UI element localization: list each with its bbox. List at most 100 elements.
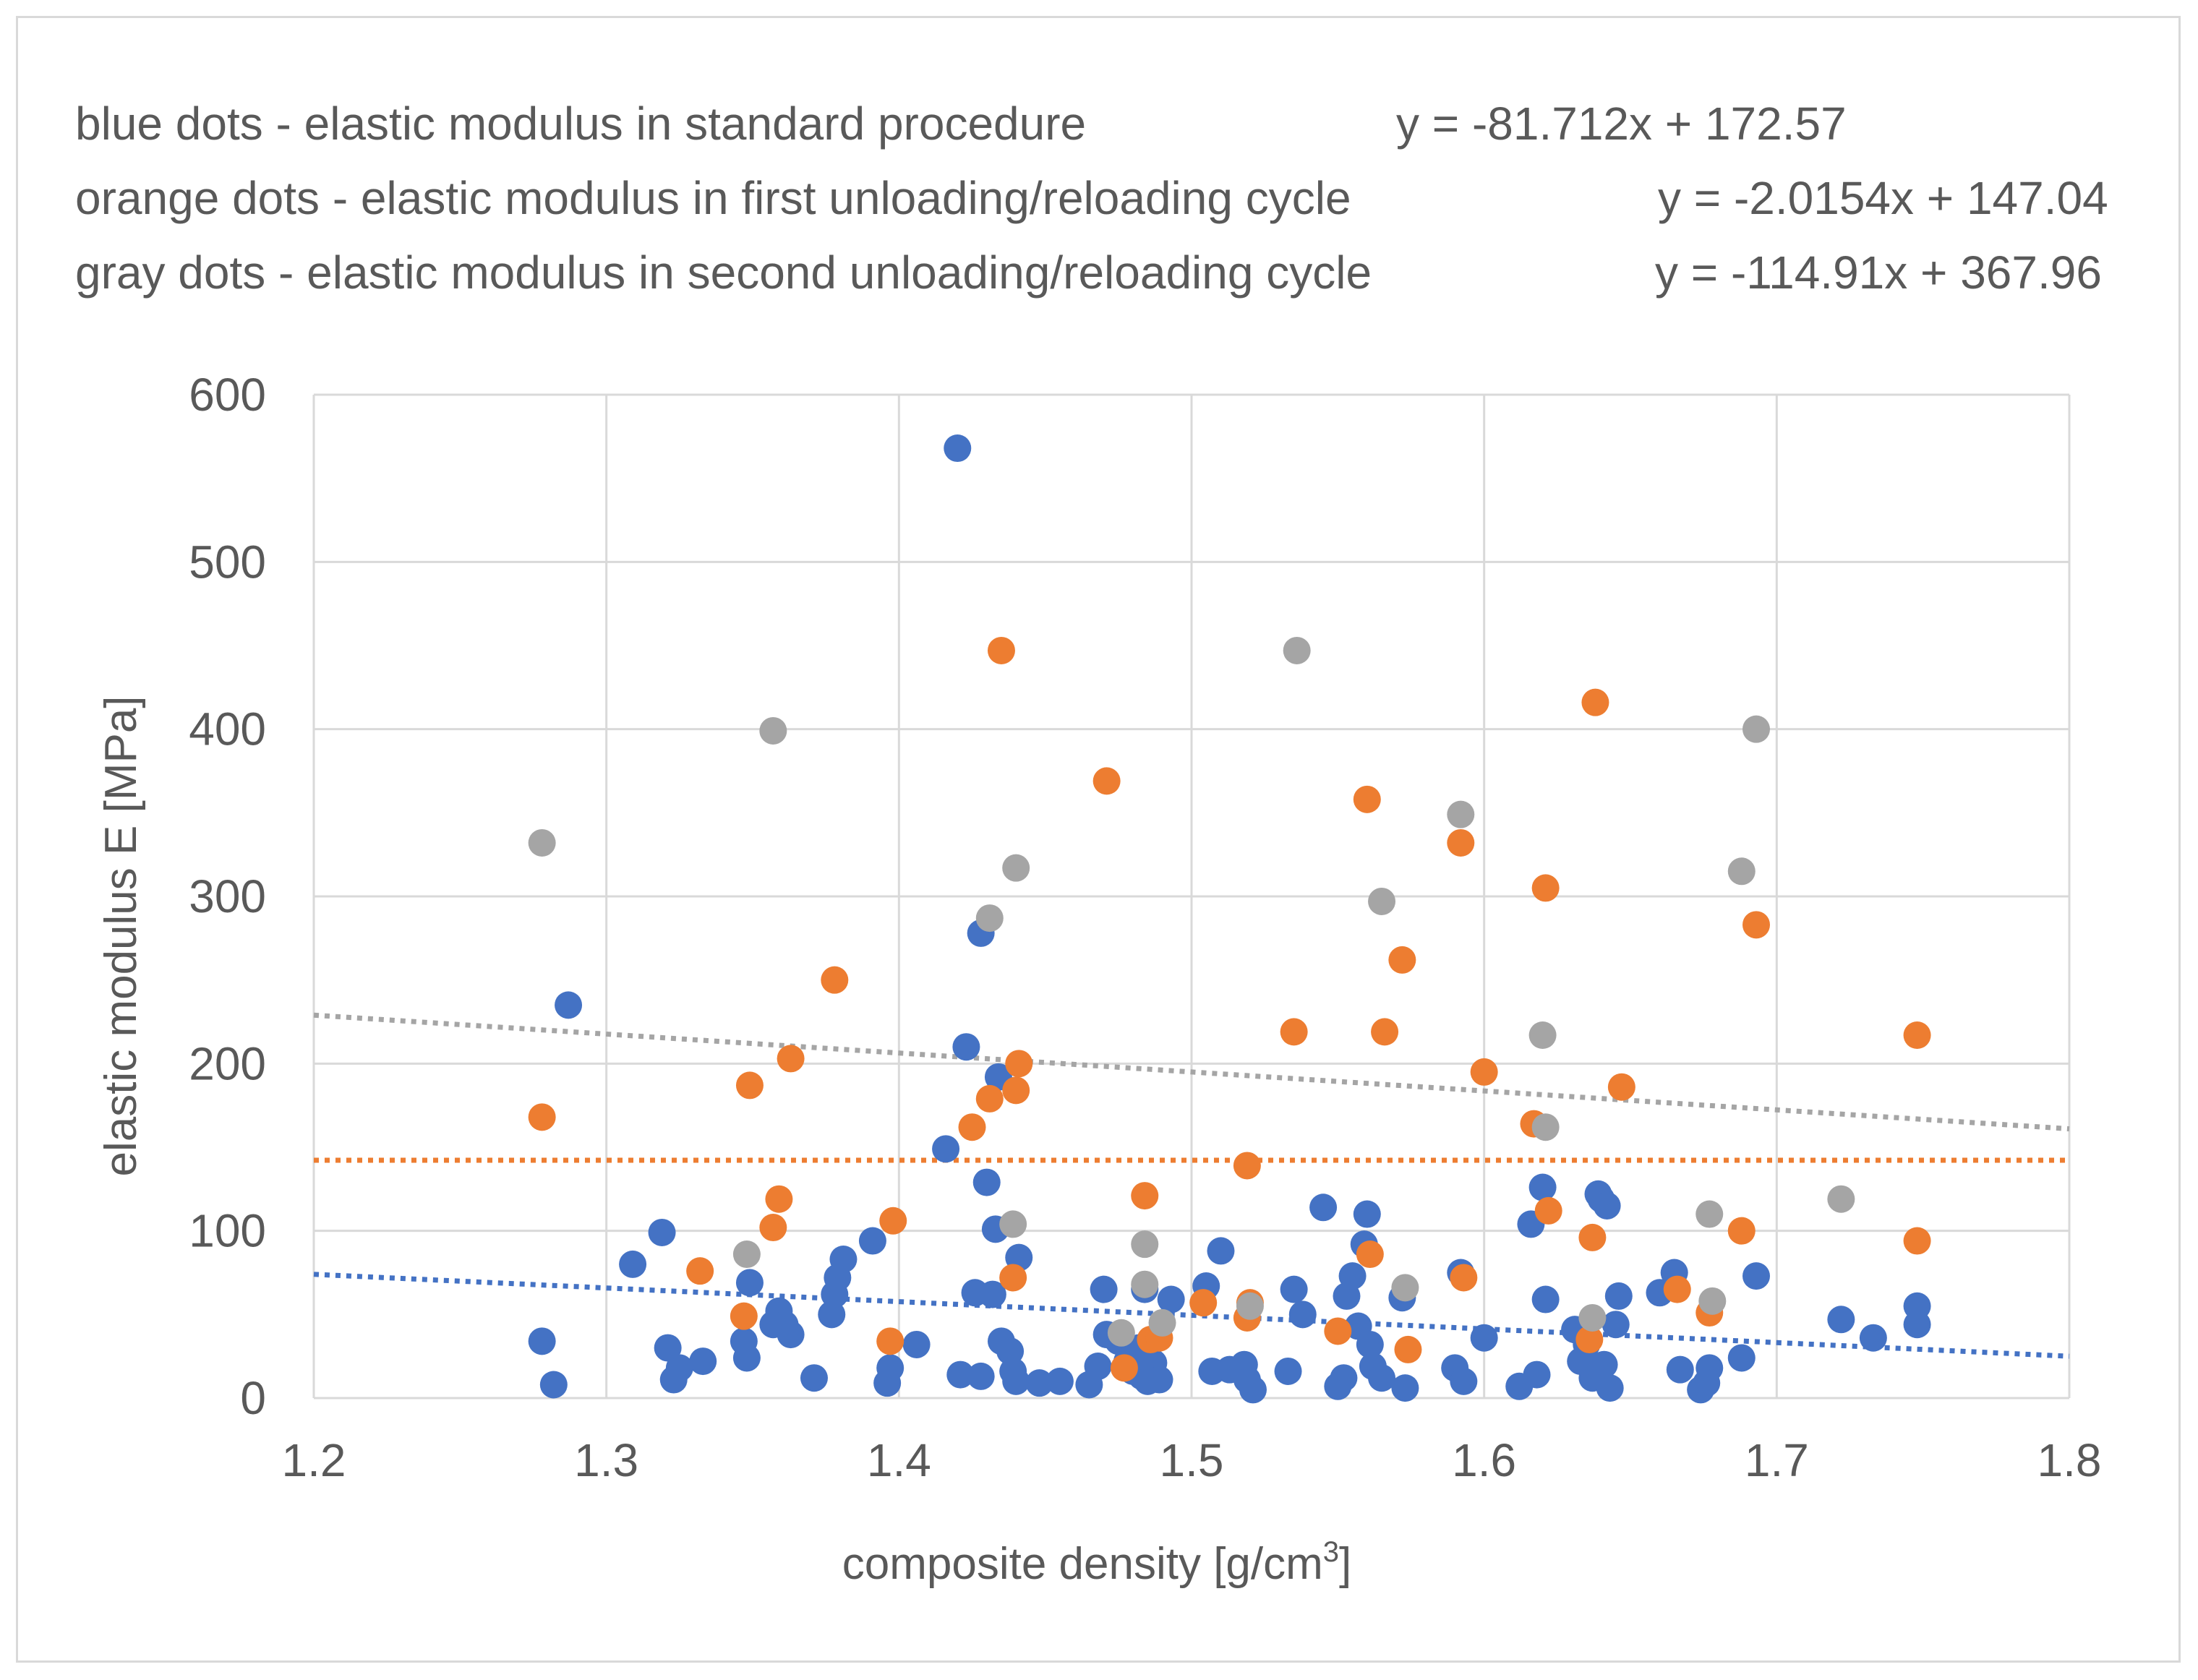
point-blue-98	[1602, 1311, 1630, 1339]
point-blue-87	[1528, 1173, 1557, 1201]
point-orange-15	[1005, 1050, 1033, 1078]
point-orange-44	[1727, 1217, 1756, 1245]
gridlines	[312, 393, 2071, 1400]
y-tick-label-100: 100	[189, 1205, 266, 1257]
legend-text-block: blue dots - elastic modulus in standard …	[75, 98, 2108, 299]
point-blue-97	[1596, 1374, 1624, 1402]
point-blue-11	[735, 1269, 764, 1297]
point-blue-67	[1309, 1193, 1338, 1222]
point-gray-1	[732, 1240, 761, 1269]
point-blue-4	[648, 1218, 676, 1246]
legend-blue-text: blue dots - elastic modulus in standard …	[75, 98, 1086, 150]
point-orange-41	[1607, 1073, 1635, 1101]
point-blue-26	[944, 434, 972, 463]
point-blue-20	[829, 1245, 858, 1273]
point-blue-69	[1330, 1364, 1358, 1392]
trendline-gray	[313, 1012, 2070, 1132]
point-orange-8	[876, 1327, 905, 1355]
point-blue-28	[952, 1033, 980, 1061]
point-blue-7	[665, 1354, 693, 1382]
point-blue-25	[932, 1135, 960, 1163]
x-tick-label-1.5: 1.5	[1160, 1434, 1224, 1486]
point-blue-3	[619, 1250, 647, 1278]
point-blue-45	[1090, 1275, 1118, 1303]
equation-gray: y = -114.91x + 367.96	[1655, 247, 2102, 299]
point-blue-55	[1145, 1366, 1173, 1394]
point-orange-10	[958, 1113, 986, 1141]
point-blue-21	[858, 1227, 886, 1255]
point-orange-21	[1189, 1289, 1218, 1317]
point-blue-56	[1157, 1285, 1185, 1313]
point-blue-108	[1827, 1306, 1855, 1334]
point-blue-64	[1274, 1357, 1302, 1385]
point-blue-33	[978, 1280, 1006, 1308]
point-blue-106	[1727, 1344, 1756, 1372]
point-orange-37	[1534, 1196, 1562, 1225]
point-blue-82	[1450, 1367, 1478, 1395]
point-orange-47	[1903, 1021, 1931, 1050]
y-tick-label-600: 600	[189, 369, 266, 421]
point-blue-59	[1207, 1237, 1235, 1265]
point-orange-30	[1388, 946, 1416, 974]
point-blue-95	[1590, 1350, 1618, 1379]
point-gray-7	[1131, 1270, 1159, 1298]
point-orange-38	[1578, 1223, 1607, 1251]
point-blue-23	[876, 1354, 905, 1382]
point-blue-105	[1695, 1354, 1724, 1382]
point-blue-31	[967, 1362, 995, 1390]
point-blue-111	[1903, 1311, 1931, 1339]
point-gray-14	[1447, 800, 1475, 828]
point-blue-0	[528, 1327, 556, 1355]
point-gray-15	[1528, 1021, 1557, 1050]
x-tick-label-1.6: 1.6	[1452, 1434, 1516, 1486]
point-orange-6	[777, 1045, 805, 1073]
y-tick-label-400: 400	[189, 703, 266, 755]
point-orange-40	[1575, 1326, 1604, 1354]
point-orange-14	[1002, 1076, 1030, 1105]
point-orange-1	[686, 1257, 714, 1285]
point-orange-32	[1447, 828, 1475, 857]
point-orange-0	[528, 1103, 556, 1131]
point-blue-96	[1593, 1191, 1621, 1220]
point-orange-17	[1110, 1354, 1138, 1382]
point-blue-77	[1368, 1364, 1396, 1392]
tick-labels: 1.2 1.3 1.4 1.5 1.6 1.7 1.8 0 100 200 300 400 500 600	[189, 369, 2101, 1486]
point-blue-39	[1002, 1367, 1030, 1395]
point-blue-88	[1531, 1285, 1560, 1313]
point-blue-17	[818, 1300, 846, 1329]
point-blue-16	[800, 1364, 828, 1392]
point-blue-2	[555, 991, 583, 1019]
point-gray-3	[975, 904, 1004, 933]
point-blue-71	[1338, 1262, 1367, 1290]
point-blue-74	[1353, 1200, 1381, 1228]
point-orange-7	[821, 966, 849, 994]
point-blue-86	[1523, 1360, 1551, 1389]
point-orange-4	[759, 1214, 787, 1242]
point-blue-65	[1280, 1275, 1308, 1303]
point-blue-42	[1045, 1367, 1074, 1395]
point-gray-12	[1368, 887, 1396, 915]
point-gray-2	[759, 716, 787, 745]
x-tick-label-1.4: 1.4	[867, 1434, 931, 1486]
point-blue-79	[1391, 1374, 1419, 1402]
point-gray-13	[1391, 1274, 1419, 1302]
trendline-blue	[313, 1272, 2070, 1359]
y-tick-label-0: 0	[240, 1372, 266, 1424]
point-blue-37	[996, 1337, 1025, 1366]
y-tick-label-300: 300	[189, 870, 266, 922]
point-blue-107	[1742, 1262, 1771, 1290]
point-orange-45	[1742, 911, 1771, 939]
point-orange-18	[1131, 1182, 1159, 1210]
point-gray-9	[1148, 1308, 1176, 1337]
point-gray-21	[1742, 715, 1771, 743]
legend-orange-text: orange dots - elastic modulus in first u…	[75, 172, 1351, 224]
point-blue-32	[972, 1168, 1001, 1196]
point-orange-26	[1324, 1317, 1352, 1345]
point-blue-5	[654, 1334, 682, 1362]
point-gray-0	[528, 828, 556, 857]
point-blue-83	[1470, 1324, 1498, 1352]
equation-blue: y = -81.712x + 172.57	[1396, 98, 1847, 150]
equation-orange: y = -2.0154x + 147.04	[1658, 172, 2108, 224]
point-gray-8	[1131, 1230, 1159, 1259]
legend-gray-text: gray dots - elastic modulus in second un…	[75, 247, 1372, 299]
